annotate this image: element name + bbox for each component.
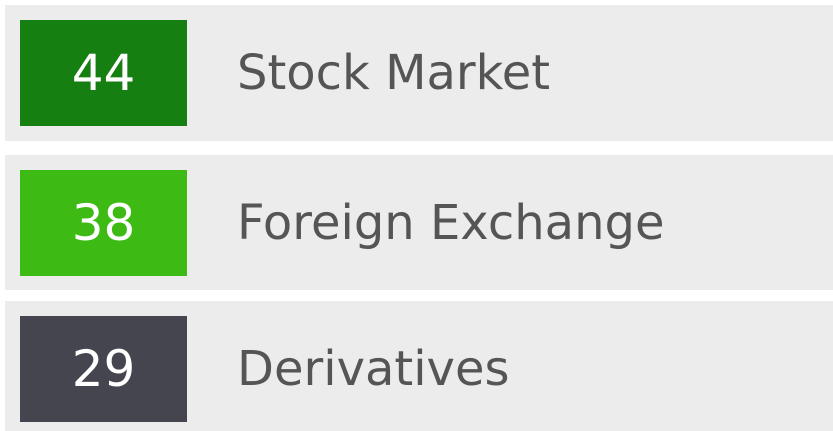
item-label: Derivatives	[237, 341, 510, 397]
list-row: 29 Derivatives	[5, 301, 833, 431]
rank-badge: 44	[20, 20, 187, 126]
item-label: Stock Market	[237, 45, 551, 101]
rank-badge: 38	[20, 170, 187, 276]
rank-badge: 29	[20, 316, 187, 422]
list-row: 44 Stock Market	[5, 5, 833, 141]
list-row: 38 Foreign Exchange	[5, 155, 833, 290]
item-label: Foreign Exchange	[237, 195, 665, 251]
